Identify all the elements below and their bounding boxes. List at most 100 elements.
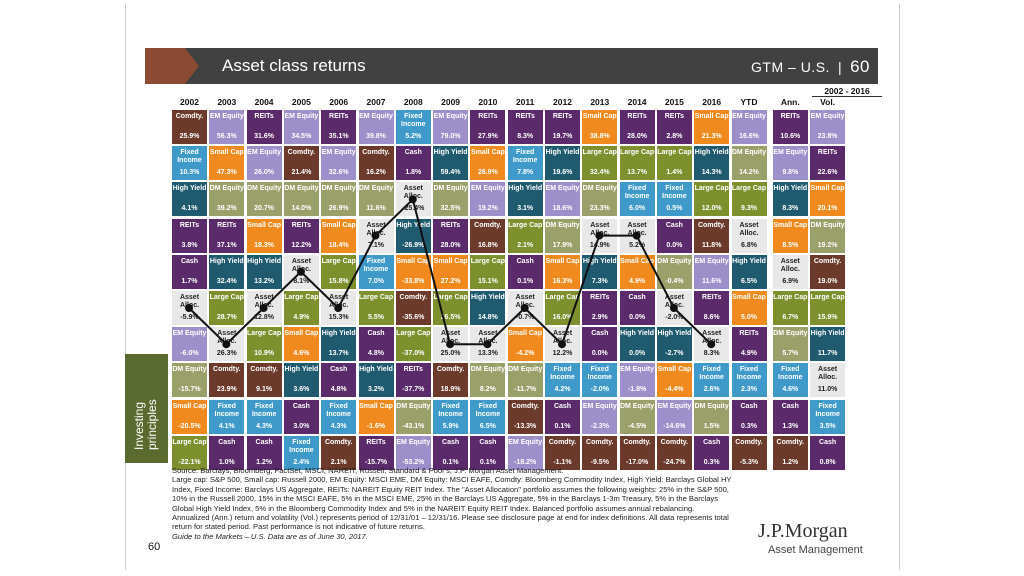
asset-return: 4.8%	[368, 350, 384, 358]
asset-cell: Fixed Income 5.2%	[395, 110, 431, 144]
asset-cell: REITs 28.0%	[619, 110, 655, 144]
asset-name: High Yield	[470, 294, 505, 301]
asset-return: 23.9%	[216, 386, 237, 394]
asset-name: DM Equity	[172, 366, 207, 374]
asset-name: Large Cap	[358, 294, 394, 301]
asset-cell: Cash 0.8%	[810, 435, 846, 470]
asset-return: -1.1%	[553, 458, 572, 466]
asset-name: REITs	[291, 221, 312, 229]
asset-name: EM Equity	[694, 257, 729, 265]
asset-name: Cash	[180, 257, 199, 265]
asset-return: 15.1%	[477, 277, 498, 285]
asset-name: Cash	[479, 438, 497, 446]
asset-cell: Large Cap 28.7%	[209, 291, 245, 325]
asset-return: 11.8%	[701, 241, 722, 249]
asset-cell: Large Cap 26.5%	[433, 291, 469, 325]
asset-name: Cash	[819, 438, 837, 446]
asset-return: 14.0%	[291, 205, 312, 213]
asset-return: -22.1%	[178, 458, 201, 466]
asset-return: 25.0%	[440, 350, 461, 358]
jpmorgan-logo: J.P.Morgan	[758, 520, 848, 542]
asset-return: 47.3%	[216, 169, 237, 177]
asset-name: Large Cap	[545, 294, 580, 301]
asset-return: 27.9%	[477, 133, 498, 140]
asset-return: -24.7%	[663, 458, 686, 466]
asset-name: Fixed Income	[778, 366, 803, 382]
asset-return: 9.3%	[741, 205, 757, 213]
asset-cell: High Yield 3.6%	[283, 363, 319, 398]
asset-name: REITs	[817, 149, 838, 157]
asset-cell: Comdty. 25.9%	[172, 110, 207, 144]
asset-name: Fixed Income	[289, 438, 314, 454]
asset-name: Fixed Income	[177, 149, 202, 165]
asset-name: Large Cap	[209, 294, 244, 301]
asset-return: 4.9%	[741, 350, 757, 358]
asset-name: REITs	[739, 330, 759, 338]
asset-cell: Small Cap 20.1%	[810, 182, 846, 217]
side-panel-label: Investing principles	[132, 399, 159, 450]
asset-cell: Asset Alloc. 6.8%	[731, 218, 767, 253]
asset-return: 13.2%	[254, 277, 275, 285]
allocation-dot	[446, 340, 455, 349]
asset-return: 15.9%	[817, 314, 838, 321]
asset-return: -4.4%	[665, 386, 684, 394]
asset-name: Small Cap	[694, 113, 729, 120]
asset-name: Cash	[740, 402, 758, 410]
asset-name: Small Cap	[433, 257, 468, 265]
asset-return: 8.1%	[293, 277, 310, 285]
allocation-dot	[408, 195, 417, 204]
asset-cell: Large Cap 16.0%	[545, 291, 580, 325]
asset-cell: Cash 0.3%	[731, 399, 767, 434]
asset-name: High Yield	[508, 185, 543, 193]
asset-name: Large Cap	[508, 221, 543, 229]
asset-cell: REITs 10.6%	[772, 110, 808, 144]
asset-name: High Yield	[247, 257, 282, 265]
asset-return: 3.1%	[517, 205, 534, 213]
asset-cell: Small Cap 21.3%	[694, 110, 730, 144]
asset-cell: EM Equity 19.2%	[470, 182, 506, 217]
asset-name: Fixed Income	[326, 402, 351, 418]
asset-name: High Yield	[810, 330, 845, 338]
asset-cell: Cash 1.0%	[209, 435, 245, 470]
asset-return: 6.0%	[629, 205, 646, 213]
column-header: 2008	[403, 97, 423, 107]
asset-cell: DM Equity -43.1%	[395, 399, 431, 434]
asset-return: -4.5%	[627, 422, 647, 430]
asset-return: 1.2%	[256, 458, 273, 466]
asset-return: 13.7%	[328, 350, 349, 358]
asset-cell: Cash 1.2%	[246, 435, 282, 470]
allocation-dot	[483, 340, 492, 349]
asset-return: -2.0%	[665, 314, 684, 321]
asset-name: Comdty.	[735, 438, 763, 446]
allocation-dot	[558, 340, 566, 349]
title-arrow	[185, 48, 199, 84]
asset-name: DM Equity	[246, 185, 282, 193]
asset-name: DM Equity	[209, 185, 244, 193]
allocation-dot	[185, 304, 193, 312]
asset-return: 32.4%	[589, 169, 610, 177]
asset-cell: Cash 1.3%	[772, 399, 808, 434]
asset-name: Small Cap	[657, 366, 692, 374]
asset-cell: Large Cap 9.3%	[731, 182, 767, 217]
asset-cell: DM Equity 14.2%	[731, 146, 767, 181]
asset-cell: Fixed Income 4.3%	[321, 399, 357, 434]
asset-cell: EM Equity -2.3%	[582, 399, 618, 434]
asset-cell: REITs 31.6%	[246, 110, 282, 144]
asset-name: Small Cap	[396, 257, 431, 265]
column-header: 2010	[478, 97, 498, 107]
asset-return: 12.2%	[552, 350, 573, 358]
asset-name: DM Equity	[508, 366, 543, 374]
asset-cell: DM Equity 5.7%	[772, 327, 808, 362]
asset-name: Large Cap	[657, 149, 692, 157]
asset-cell: EM Equity 79.0%	[433, 110, 469, 144]
asset-name: EM Equity	[284, 113, 319, 120]
asset-name: Fixed Income	[214, 402, 240, 418]
asset-return: 20.7%	[254, 205, 275, 213]
asset-return: 32.6%	[328, 169, 349, 177]
asset-cell: REITs 3.8%	[172, 218, 207, 253]
gtm-code: GTM – U.S.	[751, 59, 830, 75]
asset-name: Cash	[292, 402, 310, 410]
asset-cell: Cash 1.7%	[172, 254, 207, 289]
asset-name: EM Equity	[657, 402, 692, 410]
asset-return: 16.0%	[552, 314, 573, 321]
